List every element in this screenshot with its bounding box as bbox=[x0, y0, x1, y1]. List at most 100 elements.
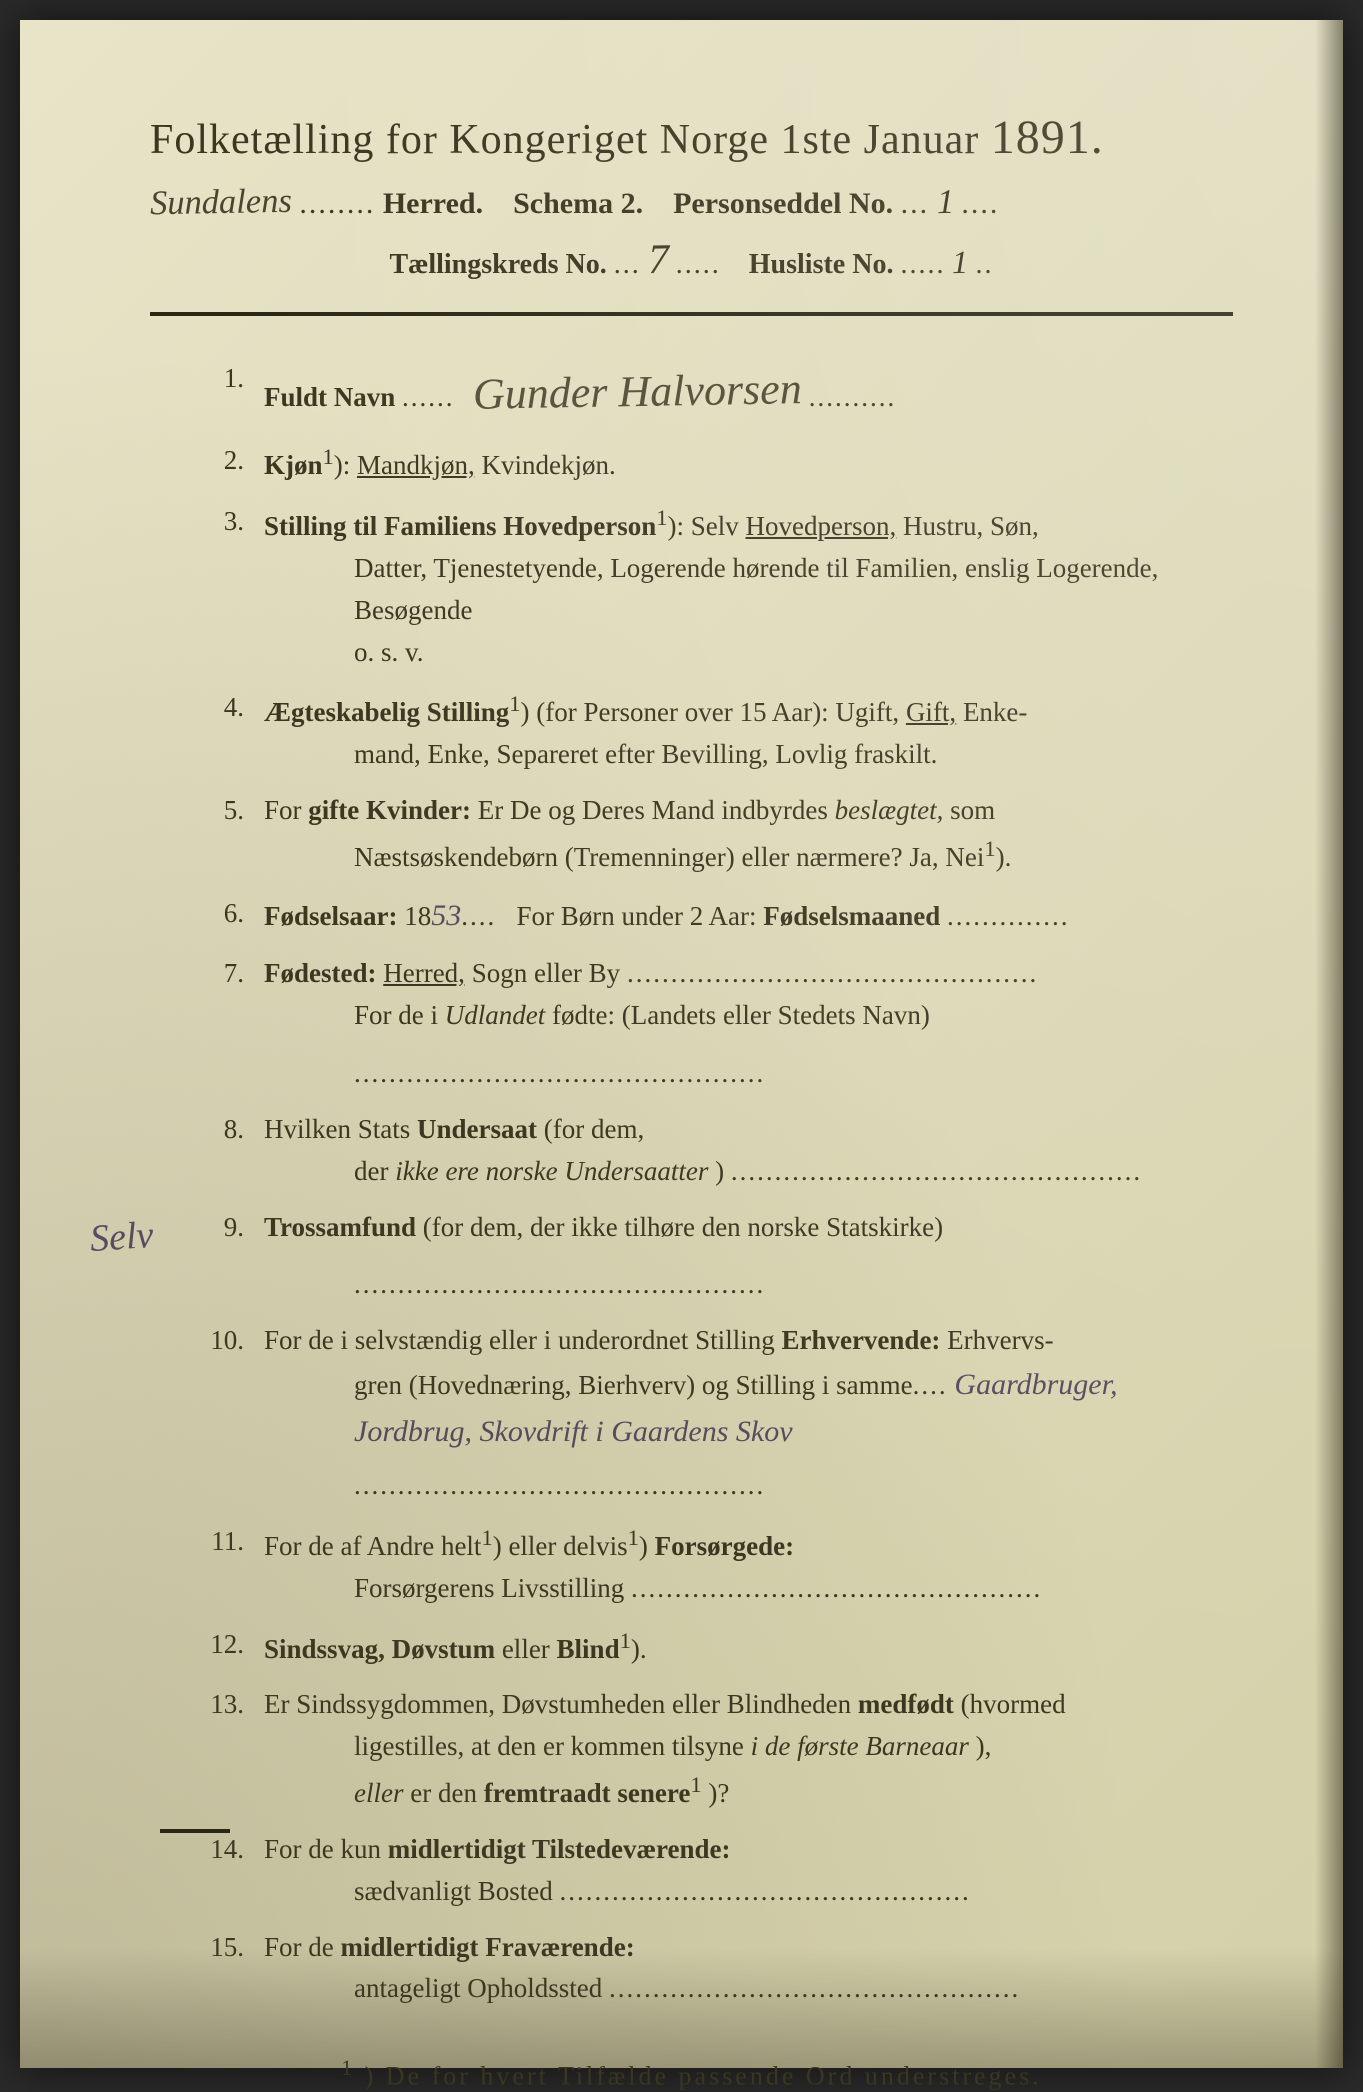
text: Er De og Deres Mand indbyrdes bbox=[478, 795, 835, 825]
herred-handwritten: Sundalens bbox=[150, 182, 292, 223]
continuation: gren (Hovednæring, Bierhverv) og Stillin… bbox=[264, 1362, 1233, 1409]
field-label: Ægteskabelig Stilling bbox=[264, 697, 509, 727]
field-label: Erhvervende: bbox=[781, 1325, 940, 1355]
footnote-ref: 1 bbox=[984, 836, 995, 861]
bottom-dash bbox=[160, 1829, 230, 1833]
personseddel-label: Personseddel No. bbox=[673, 187, 893, 220]
continuation: For de i Udlandet fødte: (Landets eller … bbox=[264, 995, 1233, 1037]
dots: ... bbox=[901, 187, 930, 220]
item-content: Sindssvag, Døvstum eller Blind1). bbox=[264, 1624, 1233, 1671]
item-9: 9. Trossamfund (for dem, der ikke tilhør… bbox=[198, 1207, 1233, 1307]
field-label: Sindssvag, Døvstum bbox=[264, 1634, 495, 1664]
divider-line bbox=[150, 312, 1233, 316]
footnote-ref: 1 bbox=[481, 1525, 492, 1550]
margin-handwritten: Selv bbox=[89, 1213, 155, 1261]
item-num: 13. bbox=[198, 1684, 264, 1815]
footnote-ref: 1 bbox=[628, 1525, 639, 1550]
option-text: Enke- bbox=[963, 697, 1027, 727]
dots: ........................................… bbox=[731, 1156, 1142, 1186]
text: For de i selvstændig eller i underordnet… bbox=[264, 1325, 781, 1355]
text: (hvormed bbox=[961, 1689, 1066, 1719]
item-13: 13. Er Sindssygdommen, Døvstumheden elle… bbox=[198, 1684, 1233, 1815]
kreds-no: 7 bbox=[647, 236, 669, 284]
text: (for dem, bbox=[544, 1114, 644, 1144]
dots: .............. bbox=[947, 901, 1070, 931]
field-label: medfødt bbox=[858, 1689, 954, 1719]
item-content: Fødselsaar: 1853.... For Børn under 2 Aa… bbox=[264, 893, 1233, 940]
dots: ... bbox=[614, 249, 641, 280]
item-num: 4. bbox=[198, 687, 264, 776]
item-content: Trossamfund (for dem, der ikke tilhøre d… bbox=[264, 1207, 1233, 1307]
text: Er Sindssygdommen, Døvstumheden eller Bl… bbox=[264, 1689, 858, 1719]
option-text: Selv bbox=[691, 511, 746, 541]
item-8: 8. Hvilken Stats Undersaat (for dem, der… bbox=[198, 1109, 1233, 1193]
item-content: For de kun midlertidigt Tilstedeværende:… bbox=[264, 1829, 1233, 1913]
item-content: For de midlertidigt Fraværende: antageli… bbox=[264, 1927, 1233, 2011]
italic-text: eller bbox=[354, 1778, 403, 1808]
field-label: Fuldt Navn bbox=[264, 382, 395, 412]
dots: .... bbox=[913, 1370, 948, 1400]
field-label: Fødselsmaaned bbox=[763, 901, 940, 931]
dots: ...... bbox=[402, 382, 455, 412]
continuation: ligestilles, at den er kommen tilsyne i … bbox=[264, 1726, 1233, 1768]
item-content: Fuldt Navn ...... Gunder Halvorsen .....… bbox=[264, 358, 1233, 426]
kreds-label: Tællingskreds No. bbox=[389, 249, 606, 280]
item-1: 1. Fuldt Navn ...... Gunder Halvorsen ..… bbox=[198, 358, 1233, 426]
text: For de kun bbox=[264, 1834, 388, 1864]
item-num: 5. bbox=[198, 790, 264, 879]
name-handwritten: Gunder Halvorsen bbox=[473, 355, 803, 429]
form-header: Folketælling for Kongeriget Norge 1ste J… bbox=[150, 110, 1233, 284]
item-content: Fødested: Herred, Sogn eller By ........… bbox=[264, 953, 1233, 1095]
footnote-ref: 1 bbox=[509, 691, 520, 716]
text: For de bbox=[264, 1932, 341, 1962]
dots: ..... bbox=[900, 249, 945, 280]
continuation: Næstsøskendebørn (Tremenninger) eller næ… bbox=[264, 832, 1233, 879]
herred-line: Sundalens ........ Herred. Schema 2. Per… bbox=[150, 183, 1233, 222]
item-content: Kjøn1): Mandkjøn, Kvindekjøn. bbox=[264, 440, 1233, 487]
continuation: o. s. v. bbox=[264, 632, 1233, 674]
kreds-line: Tællingskreds No. ... 7 ..... Husliste N… bbox=[150, 236, 1233, 284]
dots: ..... bbox=[676, 249, 721, 280]
text: eller bbox=[502, 1634, 557, 1664]
selected-value: Gift, bbox=[906, 697, 956, 727]
italic-text: ikke ere norske Undersaatter bbox=[395, 1156, 708, 1186]
italic-text: Udlandet bbox=[445, 1000, 546, 1030]
continuation: Forsørgerens Livsstilling ..............… bbox=[264, 1568, 1233, 1610]
personseddel-no: 1 bbox=[936, 183, 954, 222]
text: antageligt Opholdssted bbox=[354, 1973, 602, 2003]
item-num: 14. bbox=[198, 1829, 264, 1913]
item-5: 5. For gifte Kvinder: Er De og Deres Man… bbox=[198, 790, 1233, 879]
text: For de i bbox=[354, 1000, 445, 1030]
item-content: For de af Andre helt1) eller delvis1) Fo… bbox=[264, 1521, 1233, 1610]
text: 18 bbox=[404, 901, 431, 931]
item-num: 2. bbox=[198, 440, 264, 487]
dots: ........................................… bbox=[627, 958, 1038, 988]
field-label: gifte Kvinder: bbox=[308, 795, 471, 825]
dots: ........................................… bbox=[609, 1973, 1020, 2003]
item-content: For de i selvstændig eller i underordnet… bbox=[264, 1320, 1233, 1507]
item-num: 1. bbox=[198, 358, 264, 426]
item-4: 4. Ægteskabelig Stilling1) (for Personer… bbox=[198, 687, 1233, 776]
continuation: eller er den fremtraadt senere1 )? bbox=[264, 1768, 1233, 1815]
text: ), bbox=[976, 1731, 992, 1761]
footnote-ref: 1 bbox=[690, 1772, 701, 1797]
field-label: Trossamfund bbox=[264, 1212, 416, 1242]
field-label: Blind bbox=[557, 1634, 620, 1664]
footnote-text: ) De for hvert Tilfælde passende Ord und… bbox=[365, 2062, 1042, 2091]
footnote: 1 ) De for hvert Tilfælde passende Ord u… bbox=[150, 2056, 1233, 2092]
dotted-line: ........................................… bbox=[264, 1465, 1233, 1507]
field-label: midlertidigt Tilstedeværende: bbox=[388, 1834, 731, 1864]
continuation: Jordbrug, Skovdrift i Gaardens Skov bbox=[264, 1409, 1233, 1456]
footnote-ref: 1 bbox=[620, 1628, 631, 1653]
dots: .. bbox=[976, 249, 994, 280]
footnote-ref: 1 bbox=[656, 505, 667, 530]
text: gren (Hovednæring, Bierhverv) og Stillin… bbox=[354, 1370, 913, 1400]
census-form-page: Folketælling for Kongeriget Norge 1ste J… bbox=[20, 20, 1343, 2068]
item-num: 7. bbox=[198, 953, 264, 1095]
dots: ........................................… bbox=[631, 1573, 1042, 1603]
text: ligestilles, at den er kommen tilsyne bbox=[354, 1731, 751, 1761]
field-label: Stilling til Familiens Hovedperson bbox=[264, 511, 656, 541]
text: er den bbox=[410, 1778, 483, 1808]
text: (for dem, der ikke tilhøre den norske St… bbox=[423, 1212, 943, 1242]
italic-text: beslægtet, bbox=[835, 795, 944, 825]
